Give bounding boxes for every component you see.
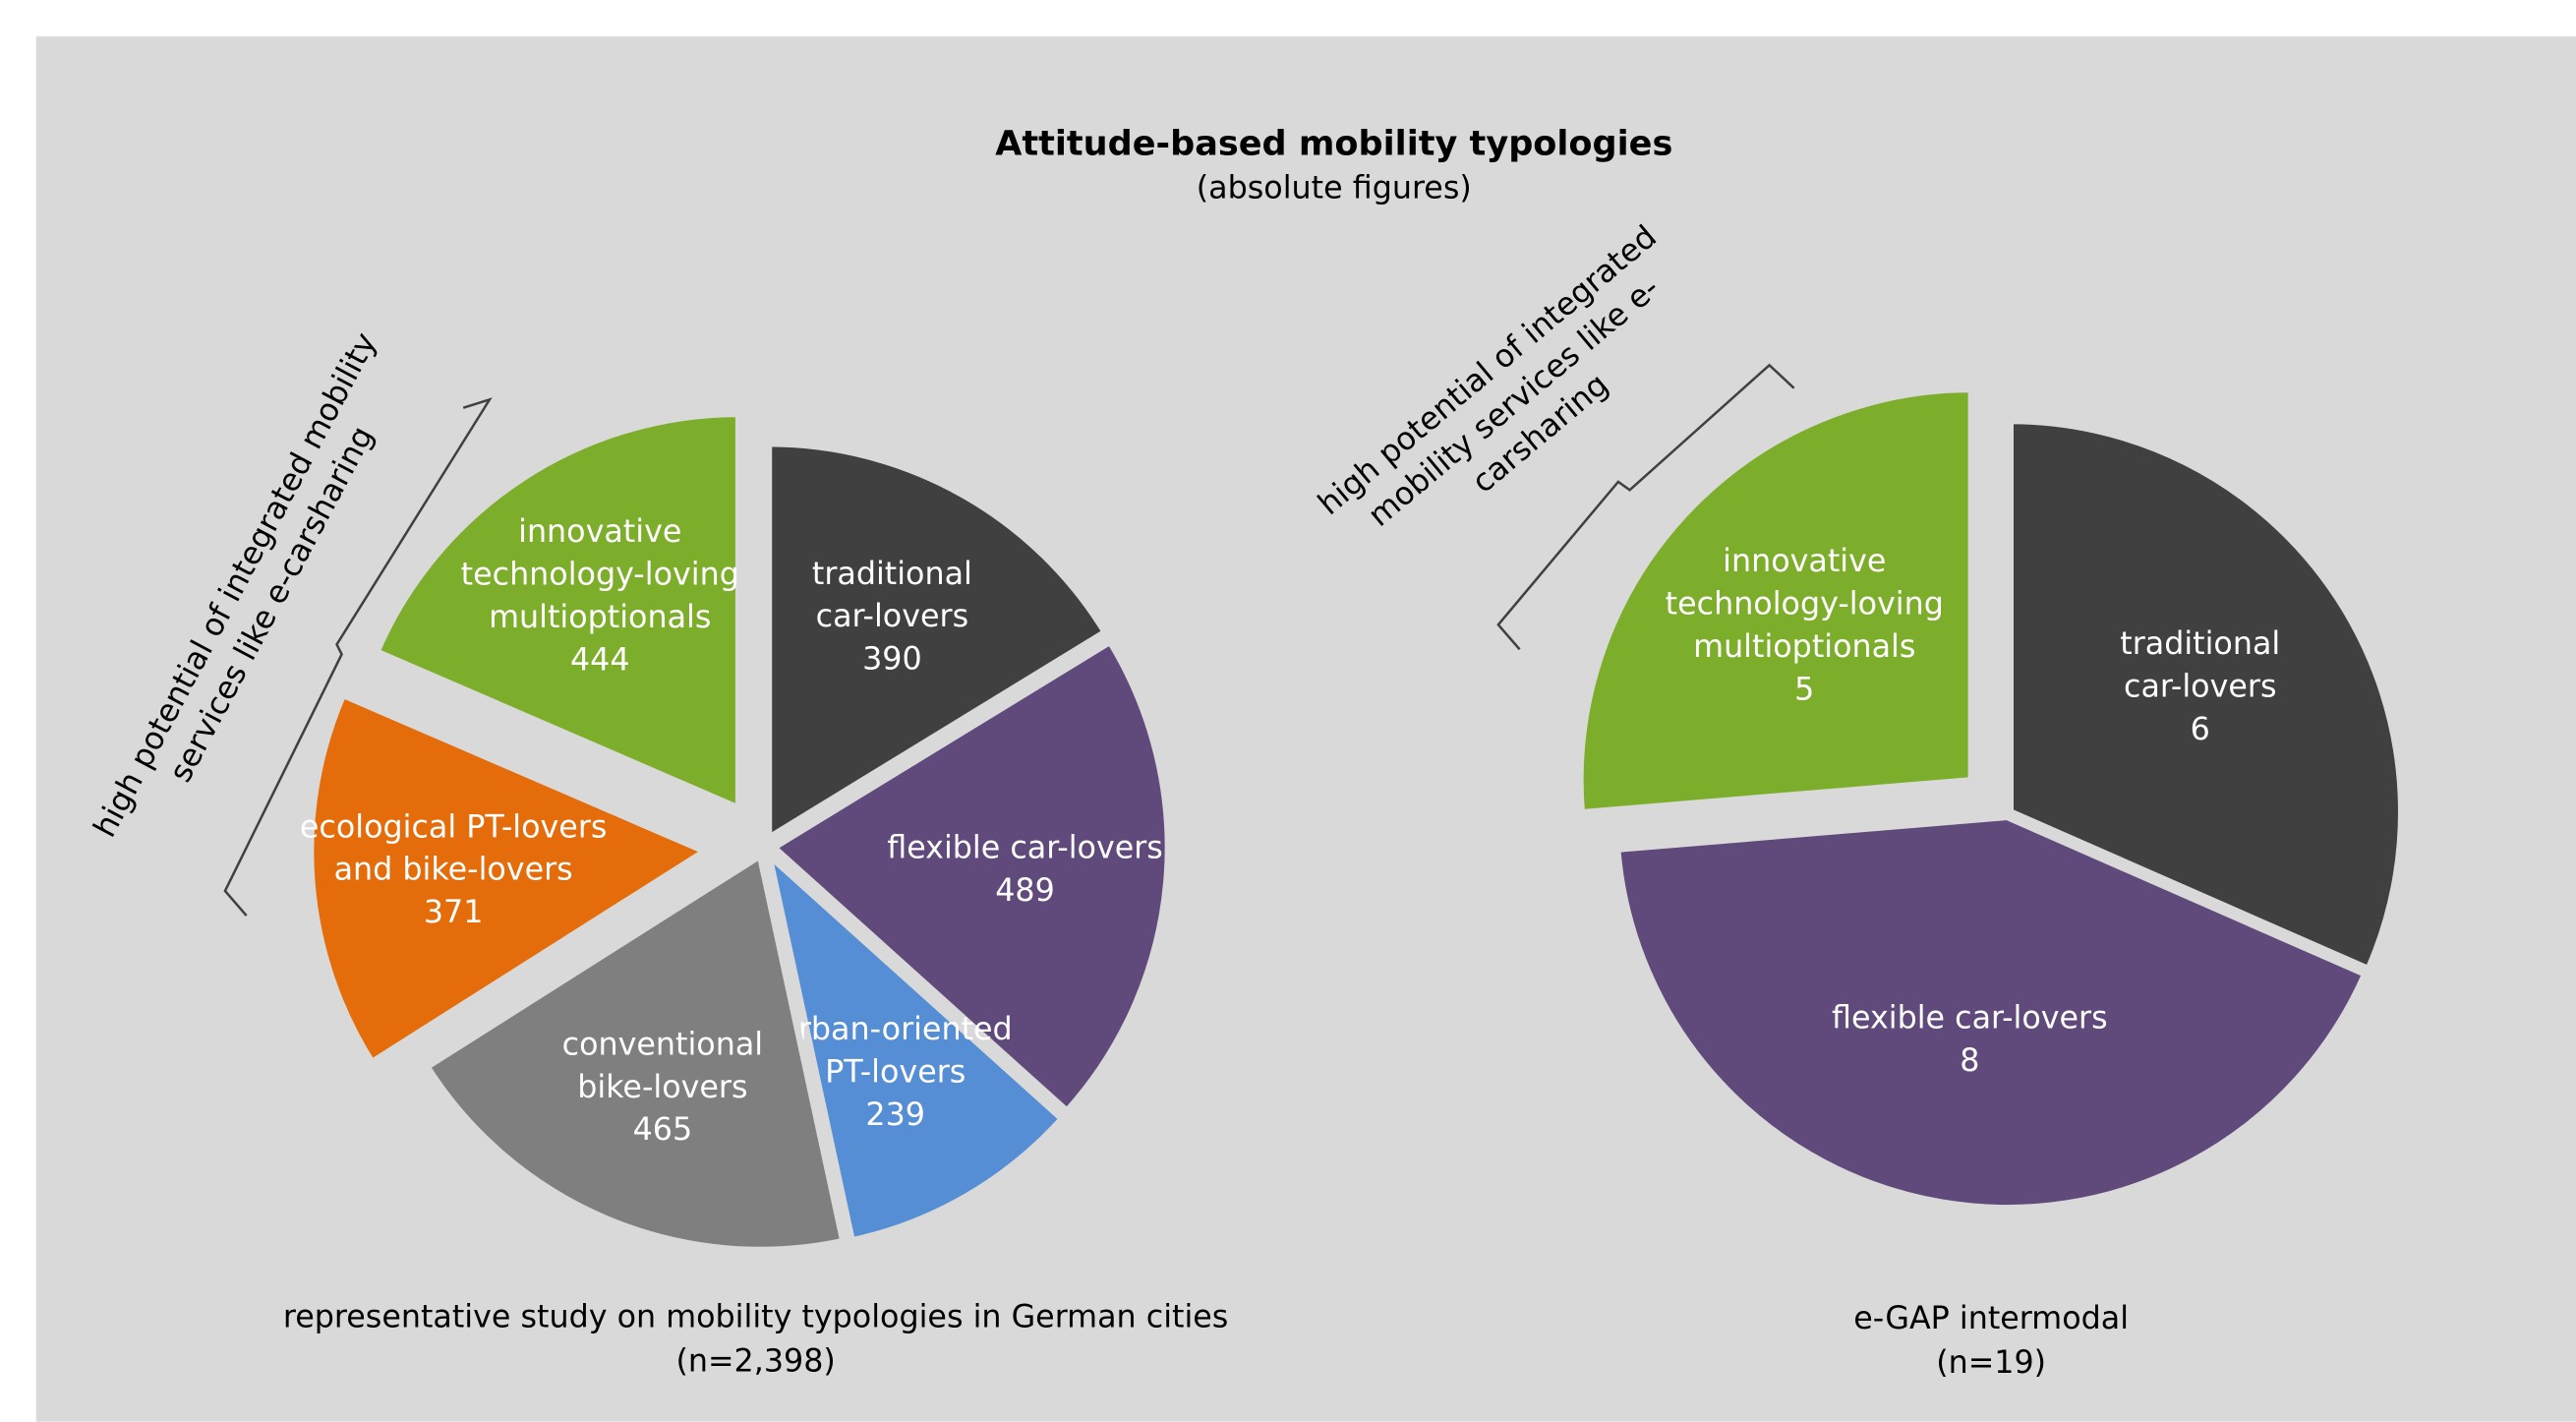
value-label: 239 bbox=[865, 1097, 925, 1133]
value-label: 371 bbox=[424, 895, 484, 930]
bracket bbox=[223, 397, 493, 917]
slice-label: car-lovers bbox=[816, 599, 968, 634]
slice-label: multioptionals bbox=[1693, 629, 1915, 665]
slice-label: flexible car-lovers bbox=[1832, 1001, 2108, 1037]
slice-label: multioptionals bbox=[489, 600, 711, 635]
pie-caption: e-GAP intermodal bbox=[1853, 1301, 2129, 1336]
pie-caption-n: (n=19) bbox=[1936, 1345, 2046, 1381]
value-label: 6 bbox=[2191, 712, 2210, 747]
slice-label: technology-loving bbox=[1666, 587, 1944, 622]
slice-label: traditional bbox=[2120, 626, 2280, 662]
pie-slice bbox=[765, 440, 1110, 845]
bracket bbox=[1496, 363, 1795, 651]
pie-caption: representative study on mobility typolog… bbox=[283, 1299, 1228, 1334]
slice-label: PT-lovers bbox=[825, 1055, 966, 1091]
chart-title: Attitude-based mobility typologies bbox=[995, 123, 1672, 163]
value-label: 489 bbox=[995, 873, 1055, 909]
pie-slice bbox=[2007, 417, 2405, 974]
pie-slice bbox=[763, 846, 1067, 1245]
slice-label: innovative bbox=[1723, 544, 1886, 579]
value-label: 390 bbox=[862, 642, 922, 678]
slice-label: traditional bbox=[812, 557, 972, 592]
value-label: 5 bbox=[1794, 672, 1814, 707]
slice-label: conventional bbox=[562, 1027, 763, 1062]
pie-caption-n: (n=2,398) bbox=[675, 1344, 835, 1380]
slice-label: urban-oriented bbox=[779, 1012, 1013, 1047]
value-label: 444 bbox=[570, 642, 630, 678]
chart-subtitle: (absolute figures) bbox=[1197, 170, 1472, 206]
pie-slice bbox=[1613, 813, 2370, 1212]
pie-slice bbox=[1576, 385, 1975, 816]
value-label: 8 bbox=[1960, 1043, 1979, 1079]
pie-slice bbox=[768, 636, 1172, 1116]
pie-slice bbox=[307, 690, 713, 1067]
slice-label: flexible car-lovers bbox=[887, 831, 1163, 866]
slice-label: technology-loving bbox=[461, 558, 739, 593]
pie-slice bbox=[422, 850, 848, 1254]
pie-slice bbox=[372, 410, 742, 813]
slice-label: car-lovers bbox=[2124, 669, 2276, 704]
slice-label: and bike-lovers bbox=[334, 853, 573, 888]
slice-label: ecological PT-lovers bbox=[300, 809, 608, 845]
slice-label: innovative bbox=[518, 514, 681, 550]
slice-label: bike-lovers bbox=[577, 1070, 747, 1105]
value-label: 465 bbox=[633, 1112, 693, 1148]
